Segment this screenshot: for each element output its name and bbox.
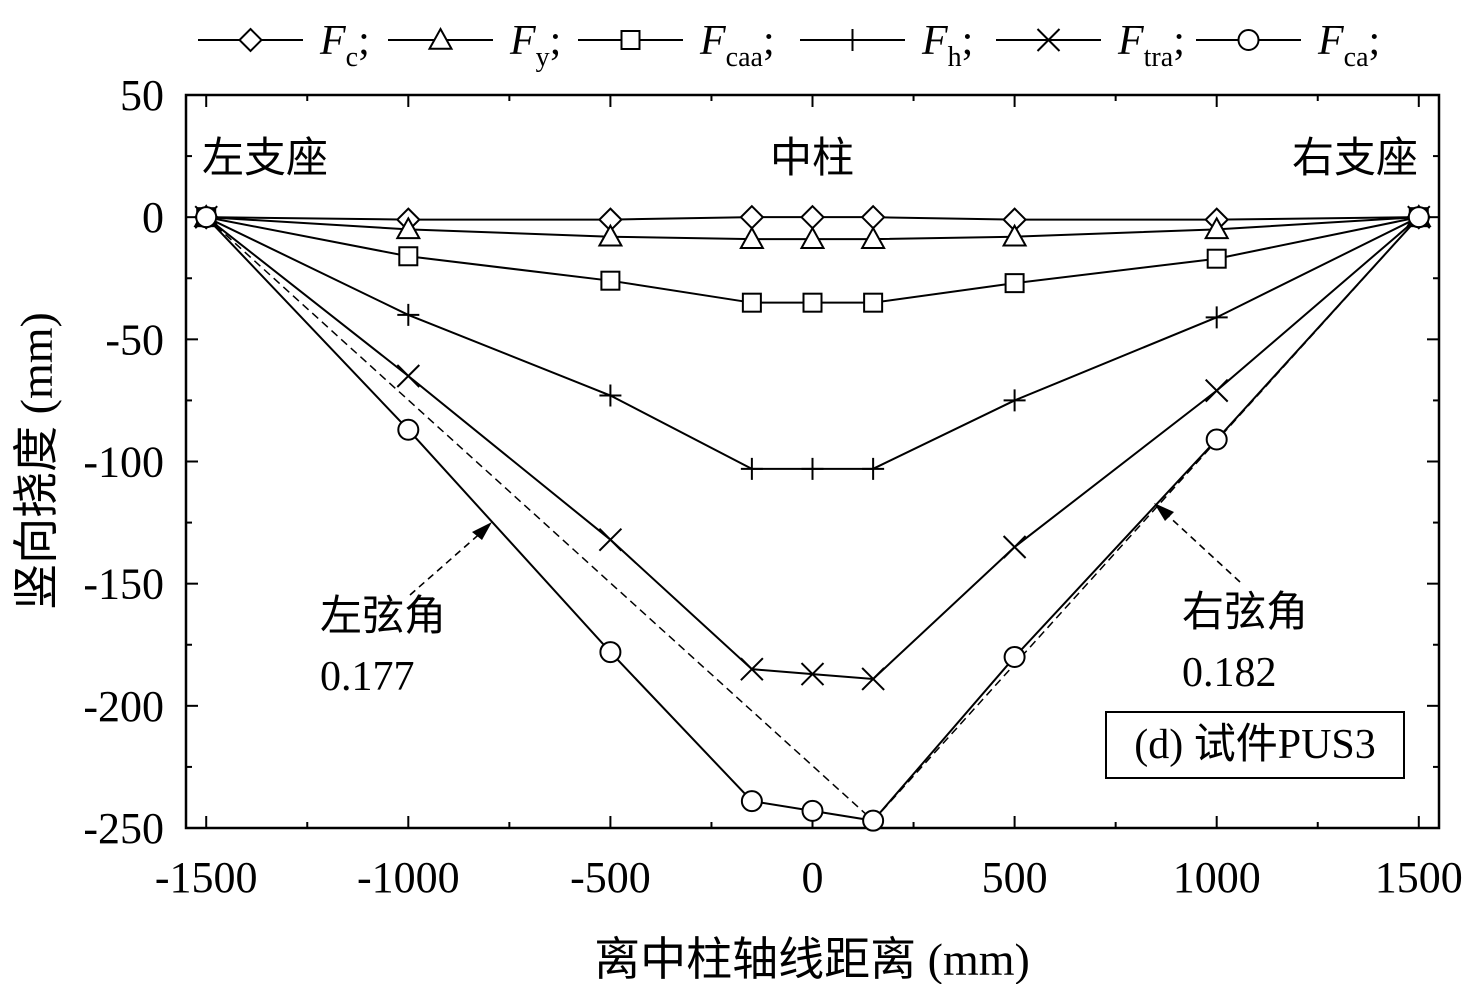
data-point <box>397 418 420 441</box>
right-chord-label: 右弦角 <box>1182 590 1308 636</box>
x-tick-label: 1500 <box>1375 853 1463 902</box>
legend-marker <box>620 30 641 50</box>
data-point <box>740 457 763 480</box>
data-point <box>739 204 765 230</box>
data-point <box>800 662 825 686</box>
data-point <box>862 809 885 832</box>
y-tick-label: 0 <box>142 193 164 242</box>
data-point <box>1004 273 1025 294</box>
y-tick-label: -150 <box>83 560 164 609</box>
legend-marker <box>427 26 454 50</box>
data-point <box>740 790 763 813</box>
legend-item: Fca; <box>1196 18 1380 73</box>
data-point <box>802 292 823 313</box>
data-point <box>599 641 622 664</box>
data-point <box>1204 378 1229 403</box>
data-point <box>801 799 824 822</box>
x-tick-label: 1000 <box>1173 853 1261 902</box>
data-point <box>598 527 623 552</box>
data-point <box>1205 428 1228 451</box>
data-point <box>1407 206 1430 229</box>
data-point <box>397 303 420 326</box>
legend-label: Fy; <box>509 18 561 73</box>
data-point <box>800 204 825 230</box>
left-chord-line <box>205 216 874 822</box>
center-column-label: 中柱 <box>770 136 854 182</box>
legend-label: Fcaa; <box>699 18 775 73</box>
data-point <box>741 292 762 313</box>
data-point <box>1206 248 1227 269</box>
data-point <box>739 226 765 249</box>
data-point <box>395 216 422 240</box>
right-support-label: 右支座 <box>1292 135 1418 182</box>
x-tick-label: -1500 <box>155 853 258 902</box>
data-point <box>860 226 886 249</box>
series-circle <box>195 206 1430 832</box>
data-point <box>860 204 886 230</box>
data-point <box>1203 216 1230 240</box>
legend-marker <box>1036 28 1061 52</box>
legend-label: Fh; <box>921 18 973 73</box>
specimen-label-box <box>1105 711 1405 779</box>
legend-label: Fca; <box>1317 18 1380 73</box>
legend-marker <box>841 29 864 51</box>
data-point <box>799 226 826 249</box>
x-tick-label: 500 <box>982 853 1048 902</box>
legend-marker <box>238 27 263 53</box>
tick-labels: -1500 -1000 -500 0 500 1000 1500500-50-100-150… <box>83 71 1462 902</box>
data-point <box>861 667 885 691</box>
left-chord-label: 左弦角 <box>320 594 446 640</box>
data-point <box>1003 389 1026 412</box>
data-point <box>1003 645 1026 668</box>
y-tick-label: 50 <box>120 71 164 120</box>
x-axis-title: 离中柱轴线距离 (mm) <box>594 934 1030 984</box>
y-tick-label: -50 <box>105 315 164 364</box>
axis-ticks <box>186 94 1439 829</box>
data-point <box>599 384 622 407</box>
y-tick-label: -100 <box>83 438 164 487</box>
data-point <box>1205 306 1228 329</box>
data-point <box>396 364 421 388</box>
legend-item: Ftra; <box>996 18 1185 73</box>
legend-marker <box>1237 29 1260 51</box>
y-tick-label: -250 <box>83 804 164 853</box>
data-point <box>1001 223 1028 247</box>
legend-label: Ftra; <box>1117 18 1185 73</box>
data-point <box>740 657 764 681</box>
data-point <box>195 206 218 229</box>
y-axis-title: 竖向挠度 (mm) <box>11 312 62 610</box>
left-chord-arrow <box>409 522 492 596</box>
right-chord-arrow <box>1154 503 1241 583</box>
legend-item: Fy; <box>388 18 561 73</box>
legend-item: Fcaa; <box>578 18 775 73</box>
left-chord-value: 0.177 <box>320 654 415 700</box>
data-point <box>862 457 885 480</box>
data-point <box>597 223 624 247</box>
series-group <box>193 204 1432 832</box>
legend-item: Fc; <box>198 18 370 73</box>
data-point <box>801 457 824 480</box>
data-point <box>398 246 419 267</box>
left-support-label: 左支座 <box>202 135 328 182</box>
x-tick-label: 0 <box>802 853 824 902</box>
legend-item: Fh; <box>800 18 973 73</box>
x-tick-label: -1000 <box>357 853 460 902</box>
data-point <box>1002 535 1027 559</box>
legend-label: Fc; <box>319 18 370 73</box>
x-tick-label: -500 <box>570 853 651 902</box>
y-tick-label: -200 <box>83 682 164 731</box>
right-chord-value: 0.182 <box>1182 650 1277 696</box>
data-point <box>863 292 884 313</box>
data-point <box>600 270 621 291</box>
specimen-label: (d) 试件PUS3 <box>1134 722 1376 768</box>
legend: Fc; Fy; Fcaa; Fh; Ftra; Fca; <box>198 18 1380 73</box>
